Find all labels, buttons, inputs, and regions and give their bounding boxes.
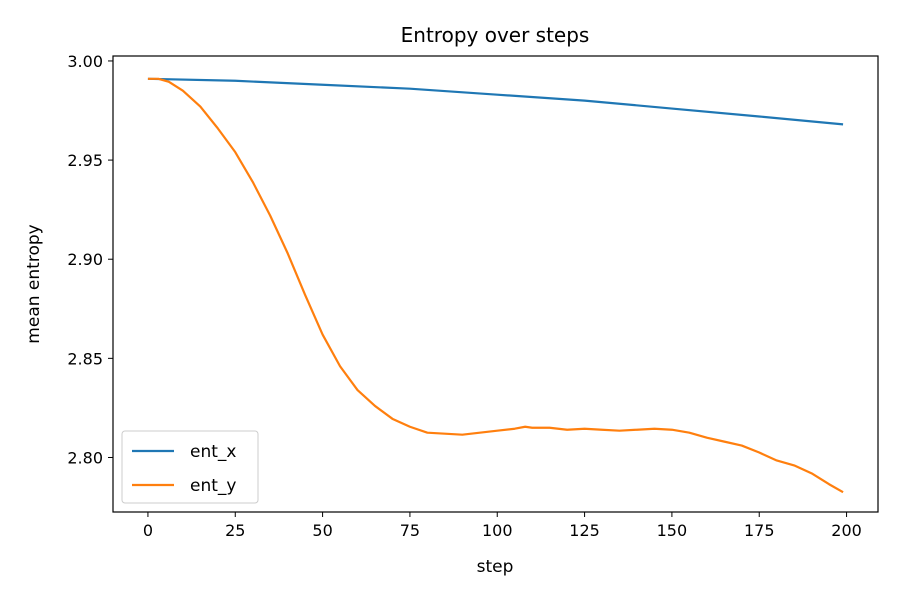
legend: ent_x ent_y bbox=[121, 430, 259, 504]
legend-label-ent-y: ent_y bbox=[190, 476, 236, 496]
y-tick-label: 3.00 bbox=[67, 52, 103, 71]
plot-area bbox=[147, 77, 844, 494]
x-tick-label: 0 bbox=[143, 521, 153, 540]
y-axis-label: mean entropy bbox=[24, 224, 44, 343]
x-tick-label: 150 bbox=[657, 521, 688, 540]
legend-label-ent-x: ent_x bbox=[190, 442, 236, 462]
x-tick-label: 175 bbox=[744, 521, 775, 540]
series-line-ent-y bbox=[147, 77, 844, 494]
plot-frame bbox=[112, 55, 879, 513]
y-tick-label: 2.90 bbox=[67, 250, 103, 269]
series-line-ent-x bbox=[147, 77, 844, 126]
x-tick-label: 200 bbox=[831, 521, 862, 540]
x-tick-label: 25 bbox=[225, 521, 245, 540]
y-tick-label: 2.85 bbox=[67, 349, 103, 368]
x-tick-label: 100 bbox=[482, 521, 513, 540]
x-tick-label: 125 bbox=[569, 521, 600, 540]
x-axis: 0 25 50 75 100 125 150 175 200 bbox=[143, 512, 862, 540]
x-axis-label: step bbox=[477, 557, 514, 577]
chart-title: Entropy over steps bbox=[401, 23, 590, 47]
x-tick-label: 75 bbox=[400, 521, 420, 540]
x-tick-label: 50 bbox=[312, 521, 332, 540]
y-axis: 2.80 2.85 2.90 2.95 3.00 bbox=[67, 52, 113, 467]
y-tick-label: 2.95 bbox=[67, 151, 103, 170]
y-tick-label: 2.80 bbox=[67, 448, 103, 467]
